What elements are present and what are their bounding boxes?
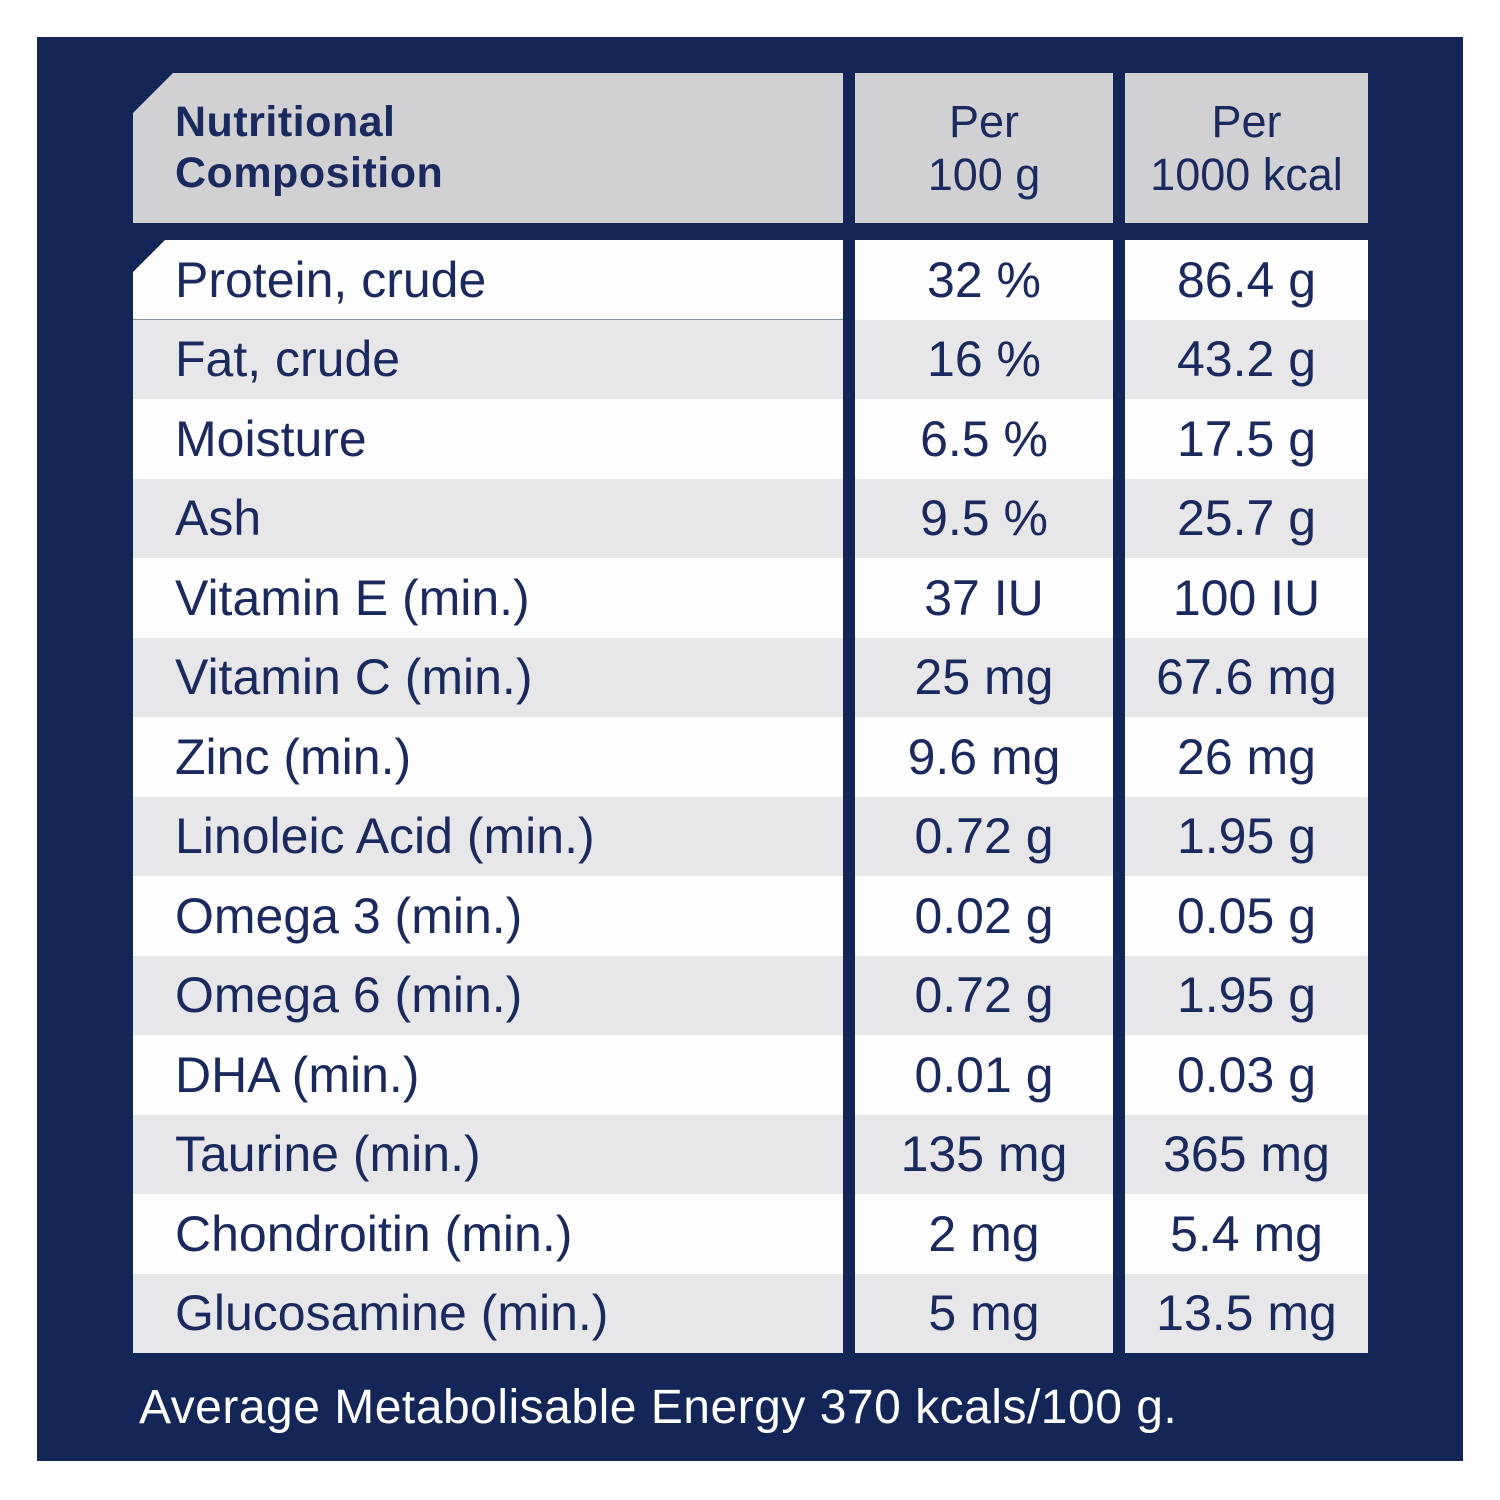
per-1000kcal-value: 67.6 mg: [1125, 637, 1368, 717]
per-100g-value: 0.01 g: [855, 1035, 1113, 1115]
per-100g-value: 37 IU: [855, 558, 1113, 638]
table-header: Nutritional Composition Per 100 g Per 10…: [133, 73, 1368, 223]
table-row: Omega 6 (min.) 0.72 g 1.95 g: [133, 955, 1368, 1035]
metabolisable-energy-note: Average Metabolisable Energy 370 kcals/1…: [139, 1380, 1178, 1434]
nutrition-panel: Nutritional Composition Per 100 g Per 10…: [37, 37, 1463, 1461]
per-1000kcal-value: 5.4 mg: [1125, 1194, 1368, 1274]
column-header-per-100g: Per 100 g: [855, 73, 1113, 223]
per-100g-value: 32 %: [855, 240, 1113, 320]
column-header-per-1000kcal: Per 1000 kcal: [1125, 73, 1368, 223]
per-1000kcal-value: 43.2 g: [1125, 319, 1368, 399]
per-100g-value: 16 %: [855, 319, 1113, 399]
per-1000kcal-value: 0.05 g: [1125, 876, 1368, 956]
per-1000kcal-value: 17.5 g: [1125, 399, 1368, 479]
nutrient-label: Vitamin C (min.): [133, 637, 843, 717]
per-1000kcal-value: 26 mg: [1125, 717, 1368, 797]
nutrient-label: DHA (min.): [133, 1035, 843, 1115]
nutrient-label: Glucosamine (min.): [133, 1273, 843, 1353]
header-title-cell: Nutritional Composition: [133, 73, 843, 223]
per-1000kcal-value: 25.7 g: [1125, 478, 1368, 558]
header-title-line2: Composition: [175, 149, 444, 197]
col1-header-line2: 100 g: [927, 149, 1041, 200]
col2-header-line1: Per: [1211, 96, 1282, 147]
table-row: Chondroitin (min.) 2 mg 5.4 mg: [133, 1194, 1368, 1274]
table-body: Protein, crude 32 % 86.4 g Fat, crude 16…: [133, 240, 1368, 1353]
table-row: Glucosamine (min.) 5 mg 13.5 mg: [133, 1273, 1368, 1353]
table-row: Protein, crude 32 % 86.4 g: [133, 240, 1368, 320]
nutrient-label: Ash: [133, 478, 843, 558]
table-row: Vitamin C (min.) 25 mg 67.6 mg: [133, 637, 1368, 717]
nutrient-label: Fat, crude: [133, 319, 843, 399]
nutrient-label: Zinc (min.): [133, 717, 843, 797]
table-row: Vitamin E (min.) 37 IU 100 IU: [133, 558, 1368, 638]
nutrient-label: Omega 3 (min.): [133, 876, 843, 956]
table-row: Omega 3 (min.) 0.02 g 0.05 g: [133, 876, 1368, 956]
nutrient-label: Vitamin E (min.): [133, 558, 843, 638]
per-100g-value: 0.72 g: [855, 796, 1113, 876]
per-1000kcal-value: 365 mg: [1125, 1114, 1368, 1194]
per-100g-value: 5 mg: [855, 1273, 1113, 1353]
nutrient-label: Taurine (min.): [133, 1114, 843, 1194]
table-row: Fat, crude 16 % 43.2 g: [133, 319, 1368, 399]
table-row: Zinc (min.) 9.6 mg 26 mg: [133, 717, 1368, 797]
table-row: DHA (min.) 0.01 g 0.03 g: [133, 1035, 1368, 1115]
per-1000kcal-value: 0.03 g: [1125, 1035, 1368, 1115]
nutrient-label: Omega 6 (min.): [133, 955, 843, 1035]
per-1000kcal-value: 1.95 g: [1125, 955, 1368, 1035]
table-row: Taurine (min.) 135 mg 365 mg: [133, 1114, 1368, 1194]
per-100g-value: 135 mg: [855, 1114, 1113, 1194]
per-100g-value: 6.5 %: [855, 399, 1113, 479]
per-1000kcal-value: 86.4 g: [1125, 240, 1368, 320]
nutrient-label: Protein, crude: [133, 240, 843, 320]
per-100g-value: 25 mg: [855, 637, 1113, 717]
col1-header-line1: Per: [948, 96, 1020, 147]
table-row: Linoleic Acid (min.) 0.72 g 1.95 g: [133, 796, 1368, 876]
per-1000kcal-value: 1.95 g: [1125, 796, 1368, 876]
header-title-line1: Nutritional: [175, 98, 396, 146]
per-100g-value: 9.5 %: [855, 478, 1113, 558]
per-1000kcal-value: 13.5 mg: [1125, 1273, 1368, 1353]
table-row: Moisture 6.5 % 17.5 g: [133, 399, 1368, 479]
table-row: Ash 9.5 % 25.7 g: [133, 478, 1368, 558]
per-100g-value: 9.6 mg: [855, 717, 1113, 797]
nutrient-label: Linoleic Acid (min.): [133, 796, 843, 876]
col2-header-line2: 1000 kcal: [1150, 149, 1343, 200]
nutrient-label: Moisture: [133, 399, 843, 479]
per-100g-value: 0.72 g: [855, 955, 1113, 1035]
per-100g-value: 2 mg: [855, 1194, 1113, 1274]
per-100g-value: 0.02 g: [855, 876, 1113, 956]
per-1000kcal-value: 100 IU: [1125, 558, 1368, 638]
nutrient-label: Chondroitin (min.): [133, 1194, 843, 1274]
